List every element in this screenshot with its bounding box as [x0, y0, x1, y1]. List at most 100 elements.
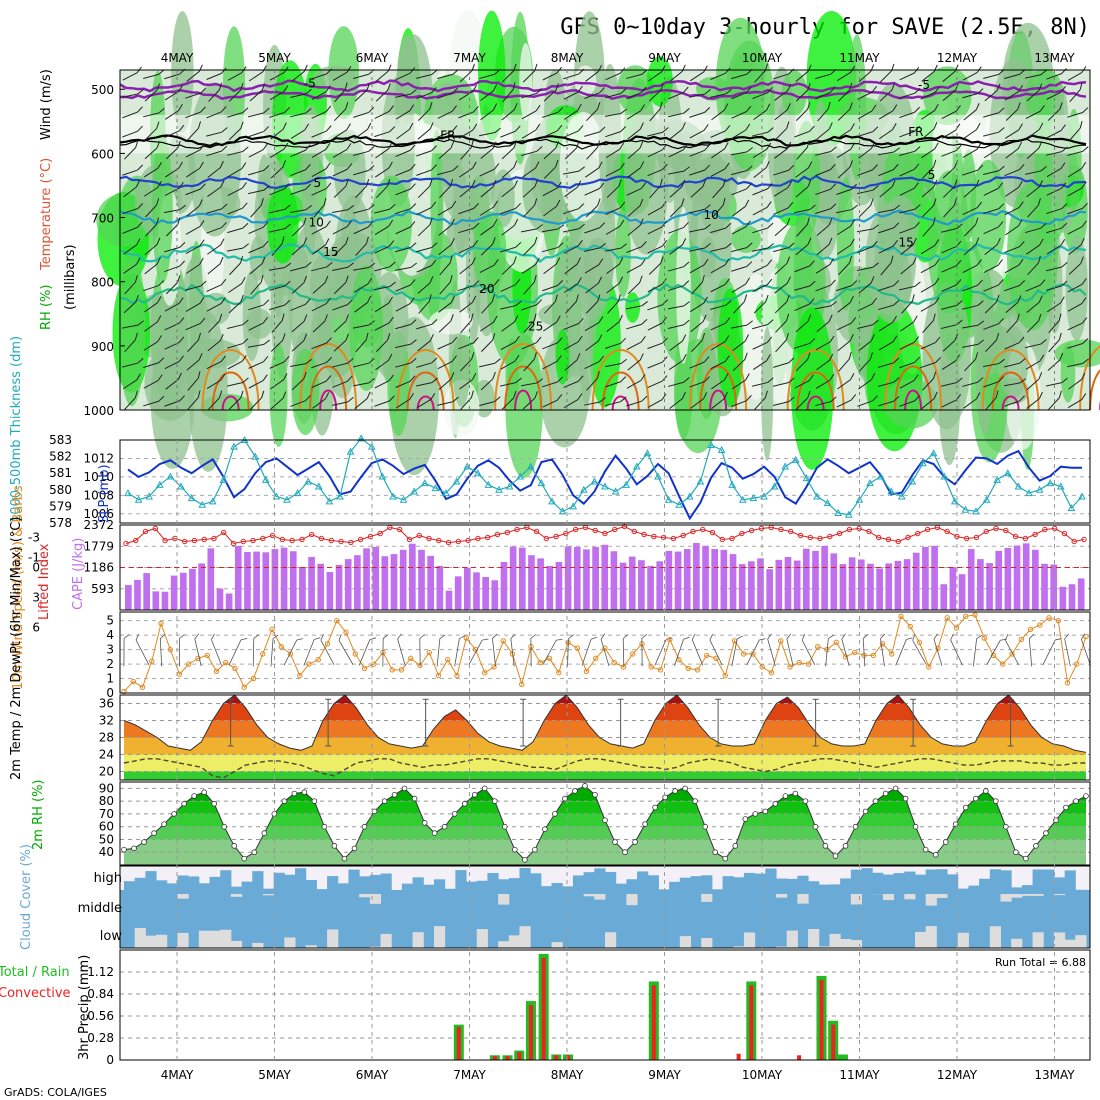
cape-bar [308, 556, 315, 610]
wind-barb [964, 352, 979, 372]
wind-barb [941, 279, 962, 292]
wind-barb [480, 84, 498, 101]
barb-shaft [941, 284, 957, 292]
wind-barb [145, 217, 160, 237]
lifted-point [514, 526, 520, 533]
wind-barb [626, 86, 647, 100]
barb-flag [744, 294, 748, 302]
barb-flag [1060, 162, 1066, 169]
barb-shaft [543, 205, 557, 217]
barb-flag [240, 637, 248, 641]
wind-barb [899, 336, 919, 350]
high-cloud-bar [722, 876, 734, 890]
slp-ylabel: SLP (mb) [97, 464, 112, 523]
wind-barb [438, 141, 455, 160]
barb-flag [262, 143, 268, 150]
barb-shaft [710, 304, 726, 310]
wind-barb [206, 278, 227, 292]
barb-shaft [248, 322, 264, 331]
barb-flag [282, 391, 287, 399]
wind-barb [585, 198, 601, 218]
lifted-point [240, 538, 247, 545]
barb-flag [199, 143, 205, 151]
barb-flag [662, 299, 669, 306]
wind-barb [248, 299, 270, 311]
wind-barb [688, 223, 711, 233]
surface-wind-barb [1042, 638, 1062, 666]
barb-shaft [921, 128, 935, 140]
barb-shaft [270, 166, 284, 179]
rh-point [522, 857, 528, 863]
wind-tick-label: 3 [106, 643, 114, 657]
barb-shaft [501, 186, 515, 198]
rh-point [642, 821, 648, 827]
thickness-point [495, 485, 503, 493]
barb-shaft [521, 110, 537, 120]
cape-bar [344, 559, 352, 610]
wind-barb [858, 372, 876, 390]
barb-flag [620, 88, 627, 94]
wind-tick-label: 4 [106, 628, 114, 642]
barb-flag [1061, 261, 1068, 268]
barb-flag [263, 107, 270, 114]
barb-flag [241, 355, 247, 362]
barb-shaft [481, 301, 493, 314]
barb-shaft [480, 243, 494, 256]
barb-shaft [541, 228, 559, 233]
cape-bar [125, 584, 132, 610]
barb-shaft [585, 340, 599, 352]
low-cloud-gap [1011, 938, 1023, 948]
barb-shaft [543, 321, 557, 332]
barb-shaft [1004, 400, 1020, 407]
barb-shaft [858, 148, 872, 159]
rh-point [842, 843, 849, 849]
barb-shaft [206, 379, 222, 389]
barb-flag [724, 373, 729, 380]
wind-barb [795, 390, 811, 410]
barb-shaft [878, 321, 894, 332]
barb-flag [704, 356, 710, 363]
wind-barb [248, 317, 269, 331]
contour-label: 5 [314, 176, 322, 190]
barb-flag [998, 127, 1005, 133]
barb-shaft [269, 148, 285, 159]
barb-flag [660, 83, 664, 91]
lifted-point [758, 525, 765, 532]
wind-barb [753, 160, 770, 179]
wind-barb [668, 319, 690, 329]
wind-barb [880, 255, 894, 276]
barb-shaft [248, 361, 264, 369]
barb-flag [387, 83, 391, 91]
rh-shade-blob [505, 333, 543, 479]
wind-point [223, 659, 229, 666]
barb-shaft [710, 93, 726, 98]
barb-flag [766, 336, 773, 343]
barb-shaft [816, 128, 830, 140]
low-cloud-gap [957, 932, 969, 948]
barb-shaft [268, 266, 286, 271]
barb-shaft [626, 379, 642, 389]
lifted-point [729, 535, 735, 542]
barb-flag [619, 201, 626, 209]
barb-flag [893, 163, 899, 170]
wind-barb [1026, 122, 1044, 140]
barb-shaft [143, 112, 159, 118]
cape-bar [922, 546, 929, 610]
high-cloud-bar [1053, 877, 1066, 890]
barb-flag [326, 261, 333, 268]
wind-barb [145, 198, 160, 218]
barb-shaft [899, 150, 915, 156]
barb-flag [744, 334, 749, 342]
barb-shaft [439, 281, 451, 295]
barb-shaft [963, 243, 977, 256]
barb-flag [913, 163, 920, 170]
cape-bar [537, 558, 544, 610]
barb-shaft [627, 167, 641, 178]
barb-flag [956, 319, 963, 326]
wind-point [389, 667, 395, 673]
barb-flag [1082, 338, 1089, 344]
rh-shade-blob [201, 292, 231, 325]
thickness-point [972, 507, 980, 515]
barb-shaft [815, 208, 831, 214]
barb-flag [135, 140, 139, 148]
